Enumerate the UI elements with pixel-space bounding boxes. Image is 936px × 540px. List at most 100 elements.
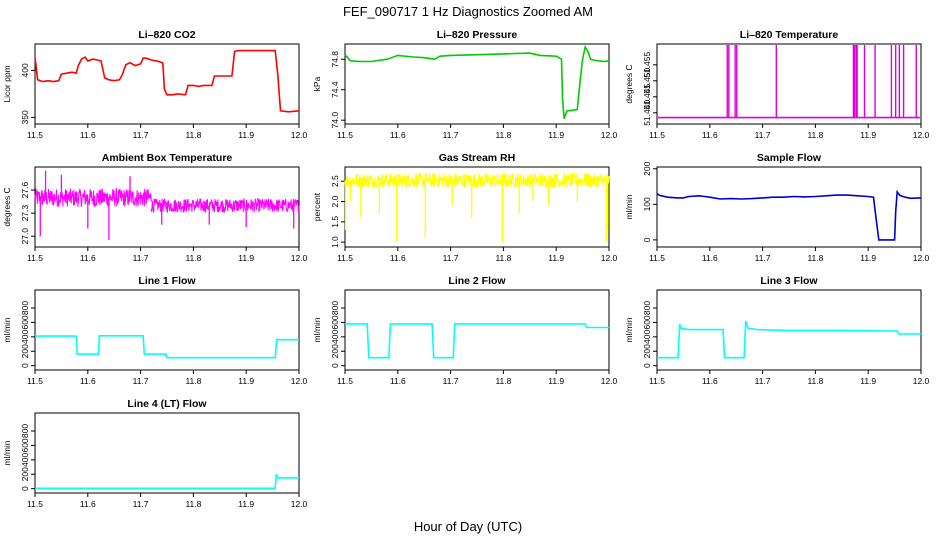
panel-title: Line 4 (LT) Flow — [127, 398, 207, 410]
panel-title: Ambient Box Temperature — [102, 152, 233, 164]
y-axis-label: kPa — [312, 76, 322, 91]
y-axis-label: degrees C — [2, 187, 12, 226]
panel-title: Line 3 Flow — [760, 275, 818, 287]
x-tick-label: 12.0 — [601, 130, 618, 140]
y-tick-label: 0 — [330, 363, 340, 368]
x-tick-label: 11.6 — [390, 253, 406, 263]
x-tick-label: 12.0 — [913, 130, 930, 140]
y-tick-label: 600 — [330, 315, 340, 329]
x-tick-label: 11.7 — [443, 130, 459, 140]
x-tick-label: 11.8 — [185, 253, 201, 263]
y-axis-label: ml/min — [312, 317, 322, 342]
y-tick-label: 600 — [20, 315, 30, 329]
x-tick-label: 11.6 — [702, 376, 718, 386]
x-tick-label: 11.7 — [755, 130, 771, 140]
x-tick-label: 11.5 — [27, 253, 43, 263]
x-tick-label: 11.9 — [238, 499, 254, 509]
x-tick-label: 11.9 — [548, 253, 564, 263]
panel-title: Gas Stream RH — [439, 152, 515, 164]
y-tick-label: 27.3 — [20, 205, 30, 222]
x-tick-label: 11.6 — [80, 376, 96, 386]
panel-title: Line 2 Flow — [448, 275, 506, 287]
x-tick-label: 12.0 — [291, 130, 308, 140]
chart-panel: Line 2 Flow 11.5 11.6 11.7 11.8 11.9 12.0 0 2004… — [312, 275, 618, 386]
y-tick-label: 800 — [330, 301, 340, 315]
y-tick-label: 74.0 — [330, 112, 340, 129]
y-tick-label: 0 — [642, 363, 652, 368]
x-tick-label: 11.8 — [185, 130, 201, 140]
x-tick-label: 11.8 — [807, 130, 823, 140]
chart-panel: Ambient Box Temperature 11.5 11.6 11.7 11.8 1… — [2, 152, 308, 263]
x-tick-label: 11.5 — [337, 130, 353, 140]
x-tick-label: 11.5 — [649, 130, 665, 140]
y-tick-label: 2.0 — [330, 195, 340, 207]
y-tick-label: 400 — [642, 329, 652, 343]
y-tick-label: 74.8 — [330, 51, 340, 68]
x-tick-label: 11.7 — [755, 376, 771, 386]
panel-title: Li–820 Temperature — [740, 29, 839, 41]
series-line — [35, 473, 299, 490]
y-tick-label: 100 — [642, 197, 652, 211]
x-tick-label: 11.5 — [27, 376, 43, 386]
x-tick-label: 11.6 — [390, 130, 406, 140]
x-tick-label: 11.7 — [443, 376, 459, 386]
y-axis-label: percent — [312, 192, 322, 221]
x-tick-label: 11.9 — [548, 130, 564, 140]
y-tick-label: 51.445 — [642, 84, 652, 110]
y-tick-label: 400 — [20, 452, 30, 466]
panel-title: Li–820 CO2 — [138, 29, 195, 41]
x-tick-label: 11.7 — [755, 253, 771, 263]
x-tick-label: 11.8 — [807, 253, 823, 263]
y-tick-label: 27.6 — [20, 182, 30, 199]
chart-panel: Sample Flow 11.5 11.6 11.7 11.8 11.9 12.0 0 100 2… — [624, 152, 930, 263]
chart-panel: Line 4 (LT) Flow 11.5 11.6 11.7 11.8 11.9 12.0… — [2, 398, 308, 509]
series-line — [656, 189, 922, 241]
series-noise — [34, 187, 152, 207]
x-tick-label: 11.5 — [27, 130, 43, 140]
x-tick-label: 11.7 — [133, 130, 149, 140]
x-tick-label: 11.6 — [80, 130, 96, 140]
y-axis-label: ml/min — [2, 317, 12, 342]
x-tick-label: 12.0 — [913, 253, 930, 263]
y-tick-label: 600 — [642, 315, 652, 329]
x-tick-label: 11.8 — [495, 130, 511, 140]
y-tick-label: 51.440 — [642, 100, 652, 126]
series-noise — [150, 197, 300, 214]
chart-panel: Line 1 Flow 11.5 11.6 11.7 11.8 11.9 12.0 0 2004… — [2, 275, 308, 386]
x-tick-label: 11.5 — [337, 376, 353, 386]
panel-title: Sample Flow — [757, 152, 822, 164]
plot-frame — [344, 289, 610, 371]
y-tick-label: 800 — [642, 301, 652, 315]
plot-frame — [34, 43, 300, 125]
y-axis-label: ml/min — [624, 317, 634, 342]
x-tick-label: 11.8 — [185, 376, 201, 386]
x-tick-label: 11.9 — [860, 376, 876, 386]
x-tick-label: 11.7 — [133, 499, 149, 509]
chart-panel: Li–820 Temperature 11.5 11.6 11.7 11.8 11.9 12… — [624, 29, 930, 140]
x-tick-label: 11.9 — [238, 130, 254, 140]
y-tick-label: 200 — [642, 161, 652, 175]
x-tick-label: 11.5 — [337, 253, 353, 263]
x-tick-label: 11.7 — [443, 253, 459, 263]
panel-title: Line 1 Flow — [138, 275, 196, 287]
plot-frame — [656, 289, 922, 371]
figure-title: FEF_090717 1 Hz Diagnostics Zoomed AM — [343, 4, 593, 19]
plot-frame — [344, 43, 610, 125]
x-tick-label: 12.0 — [291, 376, 308, 386]
y-tick-label: 2.5 — [330, 175, 340, 187]
y-axis-label: ml/min — [2, 440, 12, 465]
y-tick-label: 200 — [642, 344, 652, 358]
x-tick-label: 11.5 — [27, 499, 43, 509]
y-tick-label: 27.0 — [20, 228, 30, 245]
x-tick-label: 11.9 — [860, 253, 876, 263]
x-tick-label: 11.8 — [495, 376, 511, 386]
x-tick-label: 11.8 — [807, 376, 823, 386]
y-tick-label: 1.5 — [330, 216, 340, 228]
y-axis-label: ml/min — [624, 194, 634, 219]
y-axis-label: Licor ppm — [2, 65, 12, 102]
y-axis-label: degrees C — [624, 64, 634, 103]
panel-grid: Li–820 CO2 11.5 11.6 11.7 11.8 11.9 12.0 350 400… — [2, 29, 930, 509]
y-tick-label: 800 — [20, 424, 30, 438]
y-tick-label: 400 — [330, 329, 340, 343]
x-tick-label: 12.0 — [913, 376, 930, 386]
